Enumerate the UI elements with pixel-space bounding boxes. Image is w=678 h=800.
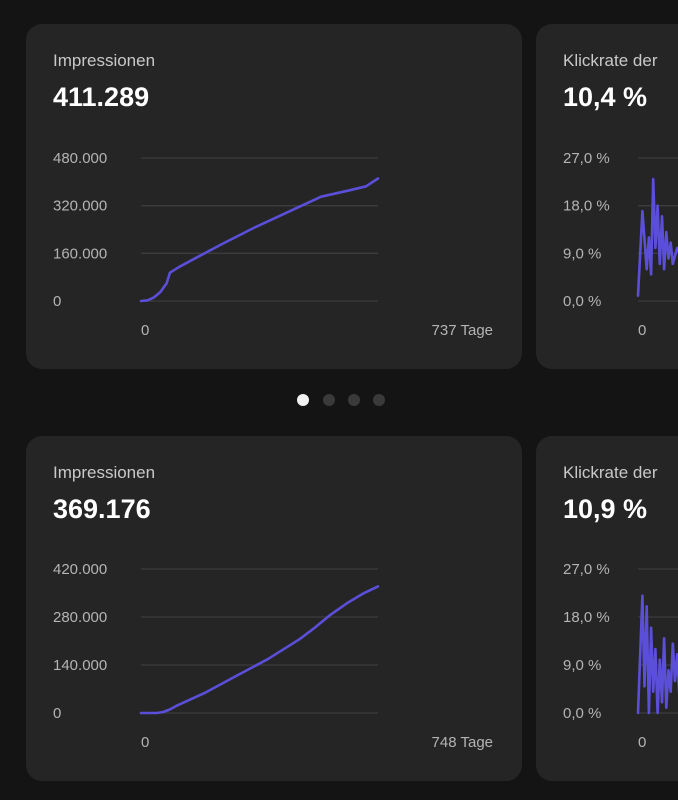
x-end-label: 748 Tage — [432, 734, 493, 751]
ctr-card-2[interactable]: Klickrate der 10,9 % 27,0 % 18,0 % 9,0 % 0,… — [536, 436, 678, 781]
impressions-chart: 480.000 320.000 160.000 0 0 737 Tage — [53, 150, 493, 339]
y-tick-label: 140.000 — [53, 657, 107, 674]
y-tick-label: 420.000 — [53, 561, 107, 578]
y-tick-label: 0 — [53, 293, 61, 310]
card-title: Klickrate der — [563, 51, 658, 70]
y-tick-label: 18,0 % — [563, 609, 610, 626]
y-tick-label: 480.000 — [53, 150, 107, 167]
ctr-chart: 27,0 % 18,0 % 9,0 % 0,0 % 0 — [563, 561, 678, 751]
impressions-chart: 420.000 280.000 140.000 0 0 748 Tage — [53, 561, 493, 751]
card-title: Klickrate der — [563, 463, 658, 482]
y-tick-label: 9,0 % — [563, 245, 601, 262]
series-line — [139, 177, 380, 303]
card-value: 10,9 % — [563, 494, 648, 524]
card-value: 369.176 — [53, 494, 151, 524]
impressions-card-2[interactable]: Impressionen 369.176 420.000 280.000 140.0… — [26, 436, 522, 781]
y-tick-label: 0,0 % — [563, 293, 601, 310]
y-tick-label: 0,0 % — [563, 705, 601, 722]
x-start-label: 0 — [141, 734, 149, 751]
x-start-label: 0 — [141, 322, 149, 339]
x-start-label: 0 — [638, 734, 646, 751]
y-tick-label: 27,0 % — [563, 150, 610, 167]
page-dot-4[interactable] — [373, 394, 385, 406]
page-dot-1[interactable] — [297, 394, 309, 406]
impressions-card-1[interactable]: Impressionen 411.289 480.000 320.000 160.0… — [26, 24, 522, 369]
page-dot-2[interactable] — [323, 394, 335, 406]
x-end-label: 737 Tage — [432, 322, 493, 339]
x-start-label: 0 — [638, 322, 646, 339]
series-line — [636, 177, 678, 298]
y-tick-label: 280.000 — [53, 609, 107, 626]
y-tick-label: 0 — [53, 705, 61, 722]
ctr-chart: 27,0 % 18,0 % 9,0 % 0,0 % 0 — [563, 150, 678, 339]
card-title: Impressionen — [53, 463, 156, 482]
series-line — [636, 594, 678, 715]
y-tick-label: 320.000 — [53, 198, 107, 215]
card-title: Impressionen — [53, 51, 156, 70]
y-tick-label: 27,0 % — [563, 561, 610, 578]
ctr-card-1[interactable]: Klickrate der 10,4 % 27,0 % 18,0 % 9,0 % 0,… — [536, 24, 678, 369]
y-tick-label: 9,0 % — [563, 657, 601, 674]
page-indicator — [0, 394, 678, 408]
card-value: 411.289 — [53, 82, 150, 112]
card-value: 10,4 % — [563, 82, 648, 112]
y-tick-label: 18,0 % — [563, 198, 610, 215]
y-tick-label: 160.000 — [53, 245, 107, 262]
series-line — [139, 585, 380, 715]
page-dot-3[interactable] — [348, 394, 360, 406]
